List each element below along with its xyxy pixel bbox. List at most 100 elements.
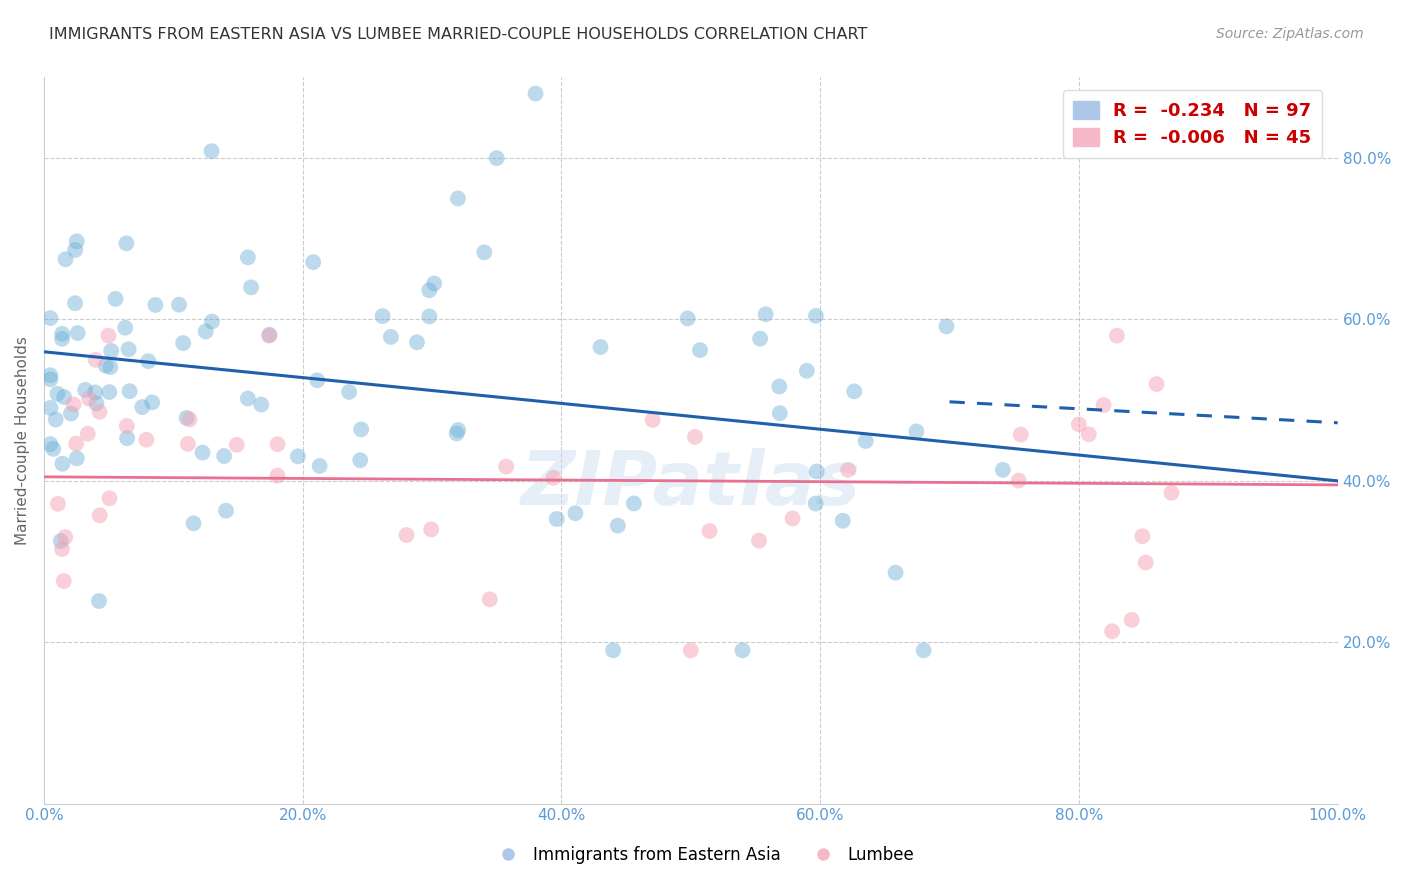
Point bbox=[564, 506, 586, 520]
Point bbox=[115, 419, 138, 434]
Point bbox=[114, 320, 136, 334]
Point bbox=[87, 594, 110, 608]
Point bbox=[167, 298, 190, 312]
Point bbox=[52, 574, 75, 588]
Point bbox=[769, 406, 792, 420]
Point bbox=[63, 243, 86, 257]
Point bbox=[1105, 328, 1128, 343]
Point bbox=[380, 330, 402, 344]
Point bbox=[748, 533, 770, 548]
Point bbox=[250, 398, 273, 412]
Point bbox=[66, 326, 89, 340]
Point bbox=[215, 504, 238, 518]
Point bbox=[307, 373, 329, 387]
Point bbox=[804, 496, 827, 510]
Point bbox=[1008, 474, 1031, 488]
Point bbox=[855, 434, 877, 448]
Point bbox=[623, 496, 645, 510]
Point bbox=[689, 343, 711, 357]
Point bbox=[543, 471, 565, 485]
Point bbox=[84, 352, 107, 367]
Point bbox=[39, 401, 62, 415]
Point bbox=[406, 335, 429, 350]
Point bbox=[100, 343, 122, 358]
Point bbox=[46, 497, 69, 511]
Point bbox=[177, 437, 200, 451]
Point bbox=[478, 592, 501, 607]
Point bbox=[100, 360, 122, 375]
Point bbox=[495, 459, 517, 474]
Point bbox=[257, 328, 280, 343]
Point bbox=[77, 392, 100, 406]
Point bbox=[53, 390, 76, 404]
Point bbox=[546, 512, 568, 526]
Point bbox=[179, 412, 201, 426]
Point bbox=[991, 463, 1014, 477]
Point bbox=[418, 283, 440, 297]
Point bbox=[39, 372, 62, 386]
Point bbox=[200, 145, 222, 159]
Point bbox=[447, 191, 470, 205]
Point bbox=[240, 280, 263, 294]
Point bbox=[201, 314, 224, 328]
Point bbox=[1160, 485, 1182, 500]
Point bbox=[236, 392, 259, 406]
Point bbox=[806, 465, 828, 479]
Point bbox=[118, 384, 141, 399]
Point bbox=[302, 255, 325, 269]
Point bbox=[641, 413, 664, 427]
Point bbox=[53, 530, 76, 544]
Point bbox=[782, 511, 804, 525]
Point bbox=[66, 451, 89, 466]
Point bbox=[606, 518, 628, 533]
Point bbox=[266, 437, 288, 451]
Point bbox=[755, 307, 778, 321]
Point bbox=[65, 436, 87, 450]
Point bbox=[51, 326, 73, 341]
Point bbox=[804, 309, 827, 323]
Point bbox=[55, 252, 77, 267]
Point bbox=[884, 566, 907, 580]
Point bbox=[115, 431, 138, 445]
Point bbox=[89, 405, 111, 419]
Point bbox=[1146, 377, 1168, 392]
Point bbox=[46, 387, 69, 401]
Point bbox=[191, 445, 214, 459]
Point bbox=[136, 354, 159, 368]
Point bbox=[259, 327, 281, 342]
Point bbox=[145, 298, 167, 312]
Point bbox=[98, 491, 121, 506]
Point bbox=[731, 643, 754, 657]
Point bbox=[141, 395, 163, 409]
Text: IMMIGRANTS FROM EASTERN ASIA VS LUMBEE MARRIED-COUPLE HOUSEHOLDS CORRELATION CHA: IMMIGRANTS FROM EASTERN ASIA VS LUMBEE M… bbox=[49, 27, 868, 42]
Point bbox=[39, 311, 62, 326]
Point bbox=[1101, 624, 1123, 639]
Point bbox=[266, 468, 288, 483]
Point bbox=[395, 528, 418, 542]
Point bbox=[472, 245, 495, 260]
Point bbox=[39, 437, 62, 451]
Point bbox=[98, 384, 121, 399]
Point bbox=[447, 423, 470, 437]
Point bbox=[183, 516, 205, 531]
Point bbox=[679, 643, 702, 657]
Point bbox=[446, 426, 468, 441]
Point bbox=[66, 235, 89, 249]
Point bbox=[844, 384, 866, 399]
Point bbox=[39, 368, 62, 383]
Point bbox=[76, 426, 98, 441]
Point bbox=[683, 430, 706, 444]
Point bbox=[308, 458, 330, 473]
Point bbox=[60, 407, 83, 421]
Point bbox=[749, 332, 772, 346]
Point bbox=[176, 410, 198, 425]
Point bbox=[1010, 427, 1032, 442]
Text: ZIPatlas: ZIPatlas bbox=[520, 448, 860, 521]
Point bbox=[1132, 529, 1154, 543]
Point bbox=[905, 425, 928, 439]
Point bbox=[115, 236, 138, 251]
Point bbox=[84, 385, 107, 400]
Point bbox=[524, 87, 547, 101]
Point bbox=[236, 251, 259, 265]
Point bbox=[699, 524, 721, 538]
